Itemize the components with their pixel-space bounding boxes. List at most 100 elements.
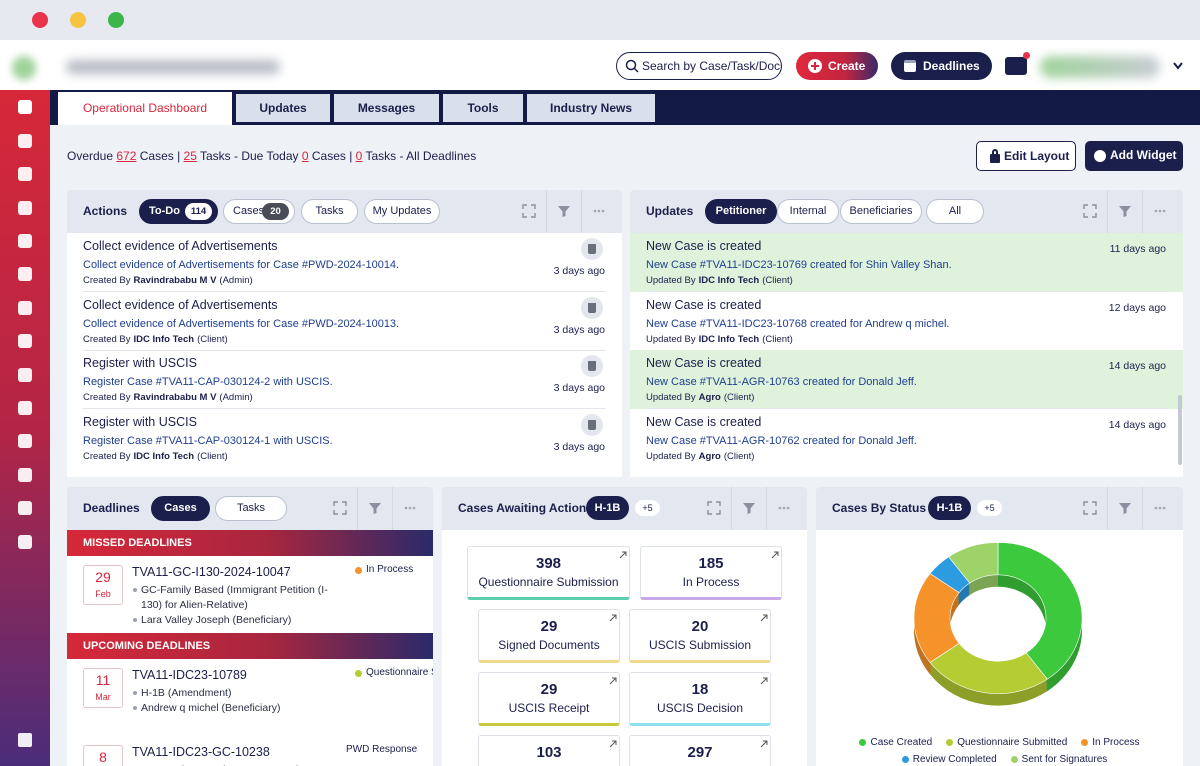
tab[interactable]: Tools: [443, 94, 523, 122]
author-part: Created By: [83, 333, 131, 345]
more-filters[interactable]: +5: [635, 500, 660, 516]
filter-glyph: [1119, 503, 1131, 514]
summary-link[interactable]: 25: [183, 149, 197, 163]
delete-button[interactable]: [581, 238, 603, 260]
legend-swatch: [859, 739, 867, 746]
filter-pill[interactable]: H-1B: [586, 496, 629, 520]
author-part: Agro: [698, 450, 721, 462]
author-part: (Client): [762, 275, 793, 286]
sidebar-icon[interactable]: [18, 100, 32, 114]
open-icon: [771, 551, 779, 559]
row-separator: [83, 291, 606, 292]
legend-item[interactable]: In Process: [1081, 737, 1140, 748]
sidebar-icon[interactable]: [18, 368, 32, 382]
item-title: New Case is created: [646, 297, 762, 312]
filter-pill[interactable]: Tasks: [301, 199, 358, 224]
filter-icon: [1119, 503, 1131, 514]
sidebar-icon[interactable]: [18, 501, 32, 515]
filter-pill[interactable]: Petitioner: [705, 199, 777, 224]
summary-link[interactable]: 672: [116, 149, 137, 163]
sidebar-icon[interactable]: [18, 267, 32, 281]
legend-item[interactable]: Case Created: [859, 737, 932, 748]
sidebar-icon[interactable]: [18, 134, 32, 148]
row-separator: [83, 349, 606, 351]
tab[interactable]: Operational Dashboard: [58, 92, 232, 125]
filter-pill[interactable]: To-Do 114: [139, 199, 218, 224]
widget: Actions To-Do 114 Cases 20 Tasks My Updates Col…: [67, 190, 622, 477]
status-tile[interactable]: 297: [629, 735, 771, 766]
filter-pill[interactable]: Tasks: [215, 496, 287, 521]
filter-pill[interactable]: Cases: [151, 496, 210, 521]
tab[interactable]: Industry News: [527, 94, 655, 122]
detail-bullet: [133, 706, 137, 710]
delete-button[interactable]: [581, 296, 603, 319]
filter-pill[interactable]: All: [926, 199, 984, 224]
filter-pill[interactable]: H-1B: [928, 496, 971, 520]
trash-icon: [588, 302, 596, 313]
sidebar-icon[interactable]: [18, 167, 32, 181]
messages-icon[interactable]: [1005, 57, 1027, 75]
filter-pill[interactable]: Beneficiaries: [840, 199, 922, 224]
sidebar-icon[interactable]: [18, 301, 32, 315]
dot: [1154, 506, 1158, 510]
filter-pill[interactable]: My Updates: [364, 199, 440, 224]
date-box: 29 Feb: [83, 565, 123, 605]
item-author: Created By Ravindrababu M V (Admin): [83, 275, 253, 286]
add-label: Add Widget: [1110, 148, 1177, 162]
date-day: 8: [99, 749, 107, 765]
dot: [786, 506, 790, 510]
tab[interactable]: Messages: [334, 94, 439, 122]
more-filters[interactable]: +5: [977, 500, 1002, 516]
tile-label: USCIS Submission: [648, 638, 752, 652]
status-tile[interactable]: 18 USCIS Decision: [629, 672, 771, 726]
summary-link[interactable]: 0: [355, 149, 363, 163]
sidebar-icon[interactable]: [18, 401, 32, 415]
summary-link[interactable]: 0: [301, 149, 309, 163]
status-tile[interactable]: 20 USCIS Submission: [629, 609, 771, 663]
status-tile[interactable]: 29 USCIS Receipt: [478, 672, 620, 726]
item-author: Created By Ravindrababu M V (Admin): [83, 392, 253, 403]
status-tile[interactable]: 185 In Process: [640, 546, 782, 600]
search-box[interactable]: Search by Case/Task/Docu: [616, 52, 782, 80]
delete-button[interactable]: [581, 355, 603, 377]
item-title: New Case is created: [646, 414, 762, 429]
legend-item[interactable]: Sent for Signatures: [1010, 754, 1107, 765]
sidebar-icon[interactable]: [18, 434, 32, 448]
date-day: 11: [95, 672, 111, 688]
delete-button[interactable]: [581, 413, 603, 436]
sidebar-icon[interactable]: [18, 234, 32, 248]
dot: [597, 209, 601, 213]
search-placeholder: Search by Case/Task/Docu: [642, 59, 782, 73]
create-button[interactable]: Create: [796, 52, 878, 80]
item-title: New Case is created: [646, 356, 762, 370]
open-icon: [760, 614, 768, 622]
arrow: [609, 677, 617, 685]
header-separator: [392, 487, 393, 530]
status-tile[interactable]: 398 Questionnaire Submission: [467, 546, 630, 600]
legend-item[interactable]: Questionnaire Submitted: [946, 737, 1067, 748]
summary-text: Tasks - All Deadlines: [362, 149, 477, 163]
sidebar-icon[interactable]: [18, 334, 32, 348]
search-icon-lens: [625, 59, 637, 71]
sidebar-icon[interactable]: [18, 468, 32, 482]
sidebar-icon[interactable]: [18, 201, 32, 215]
add-widget-button[interactable]: Add Widget: [1085, 141, 1183, 171]
search-icon-handle: [633, 67, 639, 73]
title-bar: [0, 0, 1200, 40]
tab[interactable]: Updates: [236, 94, 330, 122]
sidebar-icon[interactable]: [18, 733, 32, 747]
sidebar-icon[interactable]: [18, 535, 32, 549]
item-text: New Case #TVA11-IDC23-10769 created for …: [646, 259, 952, 271]
arrow: [609, 740, 617, 748]
status-tile[interactable]: 29 Signed Documents: [478, 609, 620, 663]
status-tile[interactable]: 103: [478, 735, 620, 766]
header-separator: [1142, 487, 1143, 530]
legend-item[interactable]: Review Completed: [901, 754, 997, 765]
filter-pill[interactable]: Cases 20: [223, 199, 295, 224]
dot: [404, 506, 408, 510]
edit-layout-button[interactable]: Edit Layout: [976, 141, 1076, 171]
filter-pill[interactable]: Internal: [777, 199, 839, 224]
create-icon-plus: [814, 62, 816, 70]
author-part: (Admin): [219, 392, 253, 403]
deadlines-button[interactable]: Deadlines: [891, 52, 992, 80]
